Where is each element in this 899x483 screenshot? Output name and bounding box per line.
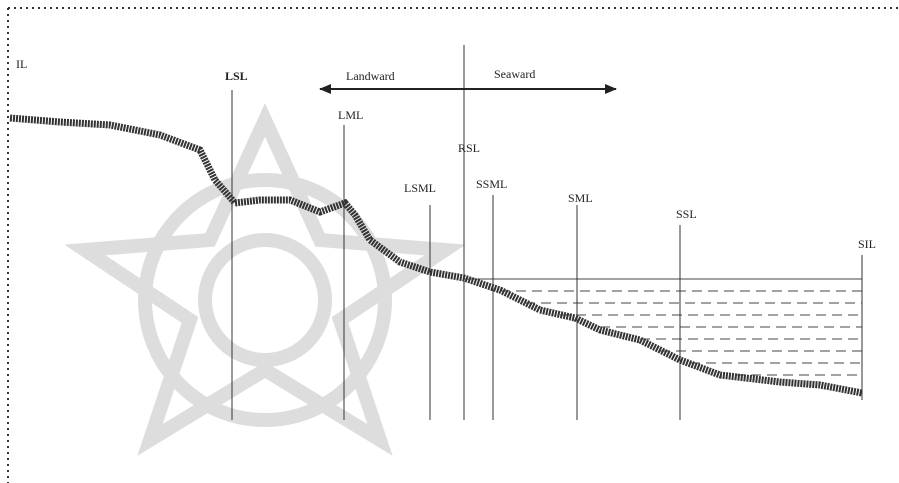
label: IL <box>16 57 27 71</box>
watermark <box>85 120 445 440</box>
level-lines <box>232 45 862 420</box>
label: LML <box>338 108 363 122</box>
label: SIL <box>858 237 876 251</box>
label: LSML <box>404 181 436 195</box>
diagram: IL LSL Landward Seaward LML RSL LSML SSM… <box>0 0 899 483</box>
label: LSL <box>225 69 248 83</box>
label: Landward <box>346 69 395 83</box>
label: SSML <box>476 177 507 191</box>
label: RSL <box>458 141 480 155</box>
water <box>464 279 862 375</box>
label: Seaward <box>494 67 535 81</box>
label: SSL <box>676 207 697 221</box>
label: SML <box>568 191 593 205</box>
